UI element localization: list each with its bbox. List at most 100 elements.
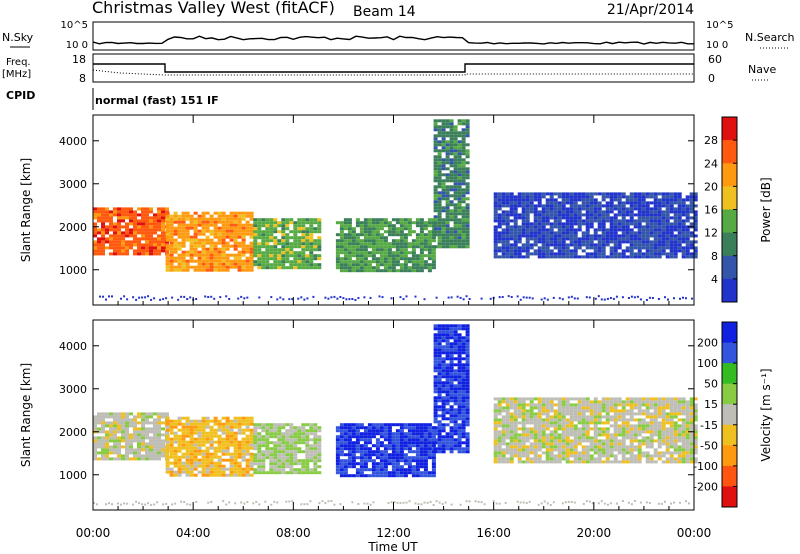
power-cell [593,252,598,256]
velocity-cell [573,433,578,437]
velocity-cell [113,445,117,449]
power-cell [445,167,450,171]
velocity-cell [233,419,238,423]
velocity-cell [549,439,554,443]
power-cell [617,195,622,199]
power-cell [193,235,198,239]
power-cell [685,243,690,247]
power-cell [347,233,352,237]
power-ground-scatter [354,299,357,301]
velocity-cell [497,421,502,425]
velocity-cell [415,453,420,457]
power-cell [437,170,442,174]
power-cell [529,207,534,211]
power-cell [113,246,117,250]
velocity-cell [549,403,554,407]
velocity-cell [157,430,161,434]
power-cell [541,222,546,226]
velocity-cell [141,457,145,461]
velocity-cell [465,420,470,424]
velocity-cell [513,436,518,440]
velocity-cell [423,459,428,463]
power-cell [649,228,654,232]
velocity-cell [285,450,290,454]
power-ground-scatter [210,295,213,298]
velocity-cell [437,405,442,409]
power-cell [285,260,290,264]
power-cell [335,263,340,267]
velocity-cell [367,450,372,454]
power-cell [161,237,165,241]
velocity-cell [245,452,250,456]
power-ground-scatter [336,297,339,300]
velocity-cell [581,460,586,464]
velocity-cell [585,397,590,401]
power-cell [617,198,622,202]
velocity-cell [565,418,570,422]
velocity-cell [537,445,542,449]
power-cell [625,207,630,211]
velocity-cell [445,411,450,415]
velocity-cell [205,452,210,456]
power-cell [335,266,340,270]
power-cell [233,211,238,215]
velocity-cell [205,422,210,426]
power-cell [661,249,666,253]
power-cell [529,246,534,250]
power-ground-scatter [651,297,654,299]
power-cell [669,246,674,250]
power-cell [97,216,101,220]
velocity-cell [457,435,462,439]
velocity-cell [261,471,266,475]
power-cell [577,240,582,244]
power-cell [249,217,254,221]
power-cell [137,228,141,232]
velocity-cell [561,418,566,422]
velocity-cell [419,426,424,430]
power-cell [193,259,198,263]
power-cell [453,239,458,243]
power-cell [343,266,348,270]
power-cell [465,182,470,186]
power-cell [557,204,562,208]
velocity-cell [407,435,412,439]
power-cell [269,236,274,240]
power-cell [581,204,586,208]
power-cell [209,232,214,236]
power-cell [601,234,606,238]
power-cell [165,253,170,257]
power-cell [253,236,258,240]
power-cell [681,213,686,217]
power-cell [97,246,101,250]
velocity-cell [225,452,230,456]
power-cell [521,222,526,226]
velocity-cell [387,453,392,457]
velocity-cell [173,458,178,462]
power-cell [423,224,428,228]
velocity-cell [343,441,348,445]
power-cell [453,218,458,222]
power-cell [237,262,242,266]
velocity-cell [277,456,282,460]
velocity-cell [501,406,506,410]
power-region [433,119,470,249]
velocity-cell [449,390,454,394]
power-ground-scatter [489,297,492,300]
power-cell [121,231,125,235]
velocity-cell [465,384,470,388]
power-cell [693,213,698,217]
power-cell [457,143,462,147]
power-cell [617,252,622,256]
power-cell [137,249,141,253]
power-cell [129,222,133,226]
power-cell [493,207,498,211]
power-cell [649,216,654,220]
velocity-cell [589,403,594,407]
power-cell [549,207,554,211]
velocity-cell [549,424,554,428]
power-cell [629,192,634,196]
velocity-cell [449,351,454,355]
power-cell [645,228,650,232]
velocity-cell [153,430,157,434]
velocity-cell [313,453,318,457]
